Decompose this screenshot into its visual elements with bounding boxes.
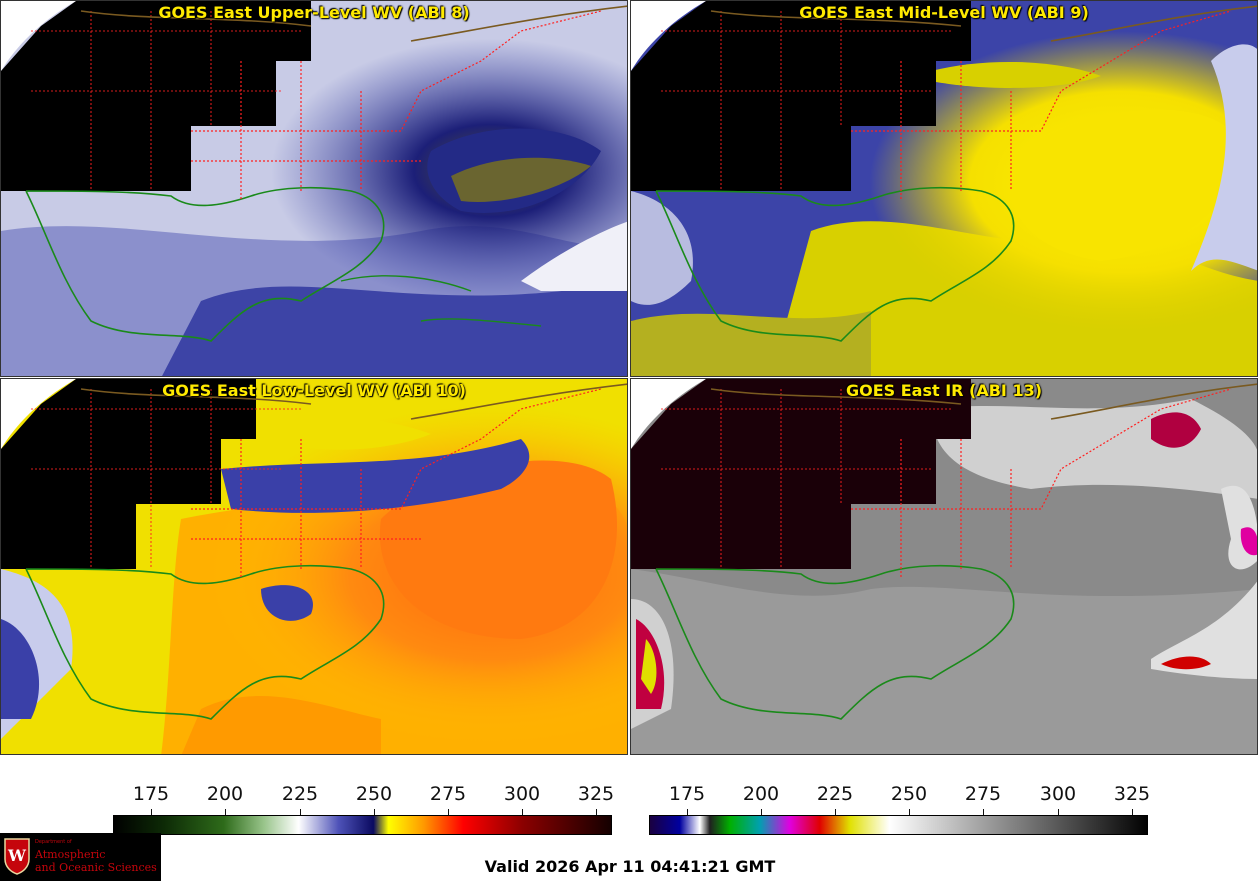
tick-label: 250 bbox=[355, 783, 393, 805]
colorbar-wv-ticks: 175 200 225 250 275 300 325 bbox=[113, 783, 615, 815]
tick-label: 200 bbox=[206, 783, 244, 805]
tick-mark bbox=[300, 809, 301, 815]
tick-mark bbox=[225, 809, 226, 815]
tick-mark bbox=[374, 809, 375, 815]
tick-mark bbox=[835, 809, 836, 815]
tick-label: 275 bbox=[429, 783, 467, 805]
tick-label: 225 bbox=[281, 783, 319, 805]
seal-letter: W bbox=[7, 846, 27, 865]
tick-mark bbox=[1132, 809, 1133, 815]
uw-aos-logo: W Department of Atmospheric and Oceanic … bbox=[0, 833, 161, 881]
tick-mark bbox=[687, 809, 688, 815]
panel-upper-level-wv: GOES East Upper-Level WV (ABI 8) bbox=[0, 0, 628, 377]
satellite-image-upper bbox=[1, 1, 627, 376]
tick-label: 250 bbox=[890, 783, 928, 805]
satellite-image-ir bbox=[631, 379, 1257, 754]
tick-label: 175 bbox=[132, 783, 170, 805]
colorbar-ir-ticks: 175 200 225 250 275 300 325 bbox=[649, 783, 1151, 815]
panel-low-level-wv: GOES East Low-Level WV (ABI 10) bbox=[0, 378, 628, 755]
tick-mark bbox=[596, 809, 597, 815]
panel-title: GOES East Upper-Level WV (ABI 8) bbox=[158, 3, 470, 22]
tick-label: 225 bbox=[816, 783, 854, 805]
logo-line1: Atmospheric bbox=[35, 848, 106, 861]
valid-time: Valid 2026 Apr 11 04:41:21 GMT bbox=[484, 857, 776, 876]
colorbar-ir bbox=[649, 815, 1148, 835]
logo-dept: Department of bbox=[35, 839, 72, 845]
satellite-image-mid bbox=[631, 1, 1257, 376]
tick-label: 300 bbox=[1039, 783, 1077, 805]
panel-mid-level-wv: GOES East Mid-Level WV (ABI 9) bbox=[630, 0, 1258, 377]
satellite-image-low bbox=[1, 379, 627, 754]
tick-label: 275 bbox=[964, 783, 1002, 805]
tick-label: 325 bbox=[1113, 783, 1151, 805]
tick-label: 325 bbox=[577, 783, 615, 805]
tick-label: 300 bbox=[503, 783, 541, 805]
logo-line2: and Oceanic Sciences bbox=[35, 861, 157, 874]
tick-label: 200 bbox=[742, 783, 780, 805]
panel-title: GOES East Mid-Level WV (ABI 9) bbox=[799, 3, 1089, 22]
tick-mark bbox=[761, 809, 762, 815]
tick-mark bbox=[909, 809, 910, 815]
tick-mark bbox=[448, 809, 449, 815]
panel-title: GOES East IR (ABI 13) bbox=[845, 381, 1043, 400]
tick-mark bbox=[1058, 809, 1059, 815]
tick-mark bbox=[522, 809, 523, 815]
tick-mark bbox=[983, 809, 984, 815]
uw-seal-icon: W bbox=[4, 838, 30, 875]
panel-title: GOES East Low-Level WV (ABI 10) bbox=[162, 381, 466, 400]
tick-label: 175 bbox=[668, 783, 706, 805]
tick-mark bbox=[151, 809, 152, 815]
colorbar-wv bbox=[113, 815, 612, 835]
panel-ir: GOES East IR (ABI 13) bbox=[630, 378, 1258, 755]
